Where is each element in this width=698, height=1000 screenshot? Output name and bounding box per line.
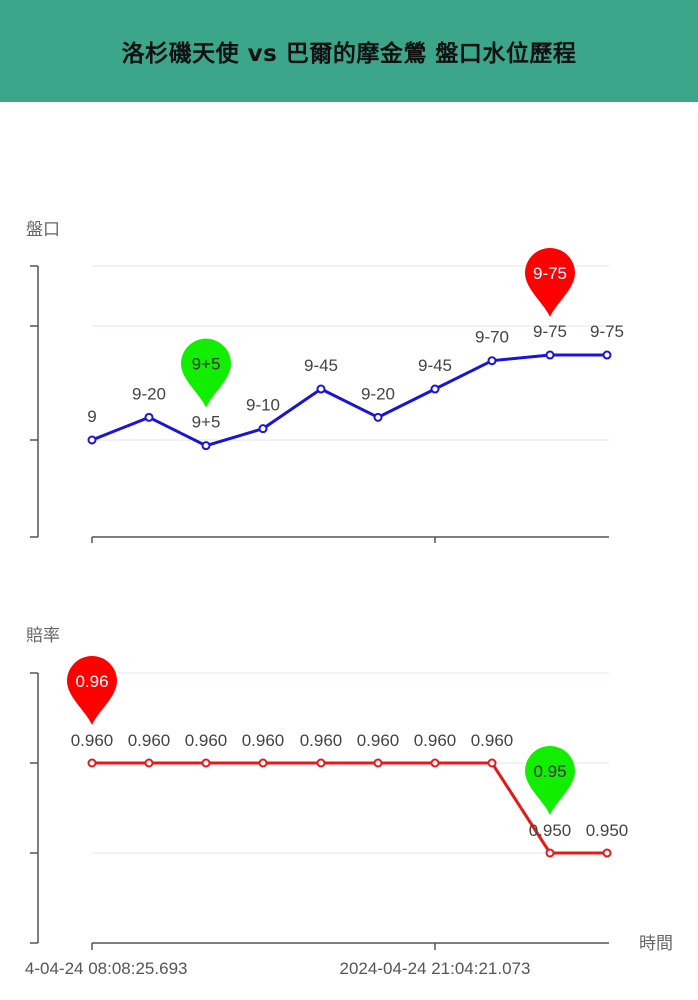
handicap-point	[87, 435, 97, 445]
handicap-min-marker	[181, 338, 231, 408]
handicap-data-label: 9-70	[475, 328, 509, 347]
odds-data-label: 0.950	[586, 821, 629, 840]
handicap-point	[316, 384, 326, 394]
handicap-point	[258, 424, 268, 434]
odds-point	[430, 758, 440, 768]
odds-max-marker	[67, 656, 117, 725]
odds-data-label: 0.950	[529, 821, 572, 840]
odds-min-marker	[525, 746, 575, 815]
odds-point	[258, 758, 268, 768]
odds-marker-label: 0.95	[533, 762, 566, 781]
odds-data-label: 0.960	[185, 731, 228, 750]
handicap-data-label: 9	[87, 407, 96, 426]
handicap-point	[430, 384, 440, 394]
handicap-data-label: 9-75	[590, 322, 624, 341]
odds-x-tick-label: 2024-04-24 08:08:25.693	[0, 959, 187, 978]
odds-data-label: 0.960	[71, 731, 114, 750]
odds-marker-label: 0.96	[75, 672, 108, 691]
handicap-series-line	[91, 353, 607, 448]
odds-data-label: 0.960	[414, 731, 457, 750]
odds-data-label: 0.960	[471, 731, 514, 750]
handicap-point	[373, 412, 383, 422]
handicap-data-label: 9-10	[246, 396, 280, 415]
odds-axis-label: 賠率	[26, 626, 60, 646]
odds-data-label: 0.960	[128, 731, 171, 750]
handicap-point	[545, 350, 555, 360]
odds-series-line	[92, 761, 607, 855]
handicap-data-label: 9-45	[304, 356, 338, 375]
odds-data-label: 0.960	[357, 731, 400, 750]
odds-point	[602, 848, 612, 858]
handicap-marker-label: 9-75	[533, 264, 567, 283]
handicap-data-label: 9-20	[361, 384, 395, 403]
handicap-point	[487, 356, 497, 366]
handicap-point	[201, 441, 211, 451]
odds-data-label: 0.960	[242, 731, 285, 750]
handicap-max-marker	[525, 248, 575, 318]
odds-data-label: 0.960	[300, 731, 343, 750]
odds-point	[545, 848, 555, 858]
page-title: 洛杉磯天使 vs 巴爾的摩金鶯 盤口水位歷程	[121, 41, 577, 67]
odds-point	[144, 758, 154, 768]
odds-point	[87, 758, 97, 768]
handicap-data-label: 9-45	[418, 356, 452, 375]
handicap-point	[144, 412, 154, 422]
odds-point	[373, 758, 383, 768]
odds-x-tick-label: 2024-04-24 21:04:21.073	[340, 959, 531, 978]
handicap-axis-label: 盤口	[26, 220, 60, 240]
handicap-marker-label: 9+5	[192, 355, 221, 374]
odds-point	[487, 758, 497, 768]
handicap-data-label: 9-20	[132, 384, 166, 403]
handicap-data-label: 9+5	[192, 413, 221, 432]
handicap-chart: 盤口 9 9-20 9+5 9-10 9-45 9-20 9-45 9-70 9-75 9-75 9-…	[26, 220, 624, 543]
odds-x-axis-label: 時間	[639, 934, 673, 954]
odds-point	[201, 758, 211, 768]
handicap-data-label: 9-75	[533, 322, 567, 341]
odds-point	[316, 758, 326, 768]
handicap-point	[602, 350, 612, 360]
page-header: 洛杉磯天使 vs 巴爾的摩金鶯 盤口水位歷程	[0, 0, 698, 102]
odds-chart: 賠率 0.960 0.960 0.960 0.960 0.960 0.960 0.960 0.9…	[0, 626, 673, 978]
